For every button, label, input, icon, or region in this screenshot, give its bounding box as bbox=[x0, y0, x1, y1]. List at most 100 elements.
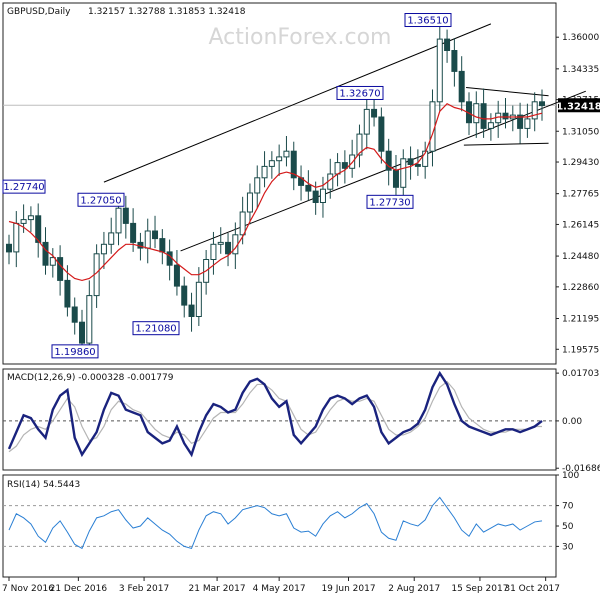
rsi-panel: 100 70 50 30 RSI(14) 54.5443 bbox=[2, 471, 579, 578]
x-tick-label: 7 Nov 2016 bbox=[2, 584, 54, 594]
x-tick-label: 19 Jun 2017 bbox=[321, 584, 375, 594]
macd-title: MACD(12,26,9) -0.000328 -0.001779 bbox=[7, 373, 174, 383]
candle-body bbox=[261, 165, 268, 179]
price-title: GBPUSD,Daily bbox=[7, 7, 71, 17]
macd-panel: 0.01703 0.00 -0.016867 MACD(12,26,9) -0.000… bbox=[2, 368, 600, 474]
candle-body bbox=[334, 162, 341, 175]
price-y-tick-label: 1.24480 bbox=[562, 252, 599, 262]
candle-body bbox=[188, 304, 195, 318]
candle-body bbox=[239, 211, 246, 236]
candle-body bbox=[385, 150, 392, 171]
candle-body bbox=[122, 207, 129, 224]
annotation-box bbox=[366, 194, 414, 209]
annotation-label: 1.36510 bbox=[407, 16, 448, 27]
macd-line bbox=[7, 370, 543, 458]
candle-body bbox=[436, 38, 443, 103]
candle-body bbox=[166, 251, 173, 266]
candle-body bbox=[173, 264, 180, 287]
x-tick-label: 2 Aug 2017 bbox=[388, 584, 440, 594]
candle-body bbox=[130, 222, 137, 243]
candle-body bbox=[400, 158, 407, 188]
x-tick-label: 21 Mar 2017 bbox=[189, 584, 246, 594]
annotation-box bbox=[336, 85, 384, 100]
candle-body bbox=[363, 108, 370, 135]
rsi-line bbox=[8, 496, 543, 550]
candle-body bbox=[429, 101, 436, 152]
candle-body bbox=[341, 162, 348, 169]
candle-body bbox=[392, 169, 399, 188]
candle-body bbox=[319, 188, 326, 203]
price-ohlc: 1.32157 1.32788 1.31853 1.32418 bbox=[88, 7, 246, 17]
candle-body bbox=[305, 184, 312, 192]
candle-body bbox=[100, 243, 107, 255]
candle-body bbox=[268, 160, 275, 167]
candle-body bbox=[290, 150, 297, 179]
candle-body bbox=[20, 219, 27, 224]
candle-body bbox=[356, 133, 363, 156]
watermark-text: ActionForex.com bbox=[209, 25, 392, 50]
candle-body bbox=[407, 158, 414, 166]
candle-body bbox=[35, 215, 42, 243]
price-y-tick-label: 1.29430 bbox=[562, 158, 599, 168]
candle-body bbox=[181, 285, 188, 306]
x-tick-label: 4 May 2017 bbox=[253, 584, 306, 594]
price-y-tick-label: 1.31050 bbox=[562, 127, 599, 137]
candle-body bbox=[480, 103, 487, 129]
rsi-y-tick-label: 50 bbox=[562, 522, 574, 532]
price-y-tick-label: 1.21195 bbox=[562, 314, 599, 324]
candle-body bbox=[487, 122, 494, 129]
rsi-panel-frame bbox=[2, 474, 557, 578]
candle-body bbox=[108, 232, 115, 245]
candle-body bbox=[312, 190, 319, 204]
current-price-tag bbox=[558, 98, 600, 113]
candle-body bbox=[79, 321, 86, 344]
candle-body bbox=[458, 70, 465, 103]
sma-line bbox=[8, 102, 543, 282]
price-y-tick-label: 1.34335 bbox=[562, 65, 599, 75]
candle-body bbox=[64, 279, 71, 308]
rsi-y-tick-label: 70 bbox=[562, 502, 574, 512]
candle-body bbox=[517, 114, 524, 129]
candle-body bbox=[57, 257, 64, 281]
annotation-label: 1.19860 bbox=[54, 347, 95, 358]
current-price-tag-text: 1.32418 bbox=[556, 101, 600, 112]
candle-body bbox=[473, 103, 480, 124]
candle-body bbox=[217, 241, 224, 245]
annotation-label: 1.27740 bbox=[3, 182, 44, 193]
annotation-box bbox=[51, 344, 99, 359]
x-tick-label: 31 Oct 2017 bbox=[504, 584, 560, 594]
price-y-tick-label: 1.27765 bbox=[562, 190, 599, 200]
channel-upper-line bbox=[103, 23, 492, 183]
candle-body bbox=[115, 207, 122, 234]
macd-signal-line bbox=[8, 380, 542, 453]
macd-y-tick-label: 0.00 bbox=[562, 417, 582, 427]
candle-body bbox=[531, 101, 538, 120]
candle-body bbox=[283, 150, 290, 158]
annotation-label: 1.27730 bbox=[369, 197, 410, 208]
candle-body bbox=[524, 118, 531, 129]
candle-body bbox=[246, 192, 253, 213]
price-panel-frame bbox=[2, 2, 557, 365]
candle-body bbox=[49, 257, 56, 266]
rsi-y-tick-label: 100 bbox=[562, 471, 579, 481]
price-y-tick-label: 1.19575 bbox=[562, 345, 599, 355]
candle-body bbox=[378, 116, 385, 152]
annotation-label: 1.21080 bbox=[135, 324, 176, 335]
price-y-tick-label: 1.26145 bbox=[562, 220, 599, 230]
annotation-box bbox=[77, 192, 125, 207]
candle-body bbox=[144, 230, 151, 249]
price-y-tick-label: 1.36000 bbox=[562, 33, 599, 43]
macd-y-tick-label: -0.016867 bbox=[562, 464, 600, 474]
annotation-box bbox=[132, 321, 180, 336]
candle-body bbox=[539, 101, 545, 107]
candle-body bbox=[422, 150, 429, 167]
candle-body bbox=[159, 238, 166, 253]
rsi-y-tick-label: 30 bbox=[562, 542, 574, 552]
x-tick-label: 3 Feb 2017 bbox=[119, 584, 169, 594]
candle-body bbox=[444, 38, 451, 51]
x-tick-label: 15 Sep 2017 bbox=[451, 584, 508, 594]
candle-body bbox=[210, 243, 217, 261]
candle-body bbox=[254, 177, 261, 194]
